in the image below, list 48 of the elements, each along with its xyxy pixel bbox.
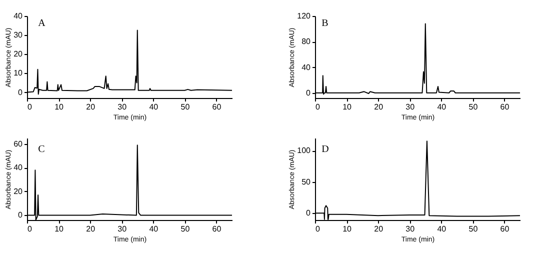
y-tick-label: 40: [302, 62, 312, 72]
y-tick-label: 0: [18, 210, 24, 220]
x-tick-label: 40: [149, 102, 159, 112]
x-tick-label: 10: [54, 102, 64, 112]
x-tick-label: 20: [374, 102, 384, 112]
x-tick-label: 50: [180, 224, 190, 234]
y-tick-label: 20: [14, 50, 24, 59]
x-tick-label: 50: [180, 102, 190, 112]
y-tick-label: 20: [14, 186, 24, 196]
x-tick-label: 30: [406, 224, 416, 234]
y-tick-label: 0: [18, 88, 24, 97]
x-tick-label: 60: [212, 224, 222, 234]
x-tick-label: 0: [316, 102, 320, 112]
x-tick-label: 30: [118, 102, 128, 112]
y-tick-label: 120: [297, 12, 312, 20]
x-tick-label: 10: [342, 102, 352, 112]
x-tick-label: 60: [212, 102, 222, 112]
text: D: [322, 144, 329, 155]
x-tick-label: 60: [500, 224, 510, 234]
x-tick-label: 60: [500, 102, 510, 112]
x-tick-label: 50: [468, 102, 478, 112]
x-tick-label: 30: [406, 102, 416, 112]
x-tick-label: 20: [374, 224, 384, 234]
y-tick-label: 10: [14, 68, 24, 78]
y-tick-label: 0: [306, 208, 312, 218]
x-tick-label: 10: [342, 224, 352, 234]
x-tick-label: 40: [149, 224, 159, 234]
x-tick-label: 40: [437, 224, 447, 234]
y-tick-label: 60: [14, 139, 24, 148]
x-tick-label: 20: [86, 102, 96, 112]
y-tick-label: 50: [302, 177, 312, 186]
chart-title: B: [322, 18, 329, 29]
x-tick-label: 50: [468, 224, 478, 234]
y-tick-label: 40: [14, 12, 24, 20]
x-tick-label: 0: [316, 224, 320, 234]
x-tick-label: 20: [86, 224, 96, 234]
x-tick-label: 30: [118, 224, 128, 234]
y-tick-label: 80: [302, 37, 312, 46]
y-tick-label: 0: [306, 88, 312, 98]
x-tick-label: 10: [54, 224, 64, 234]
y-tick-label: 30: [14, 30, 24, 40]
text: C: [38, 144, 46, 155]
x-tick-label: 0: [28, 224, 32, 234]
y-tick-label: 100: [297, 146, 312, 156]
x-tick-label: 40: [437, 102, 447, 112]
x-tick-label: 0: [28, 102, 32, 112]
chart-title: A: [38, 18, 46, 29]
y-tick-label: 40: [14, 163, 24, 172]
